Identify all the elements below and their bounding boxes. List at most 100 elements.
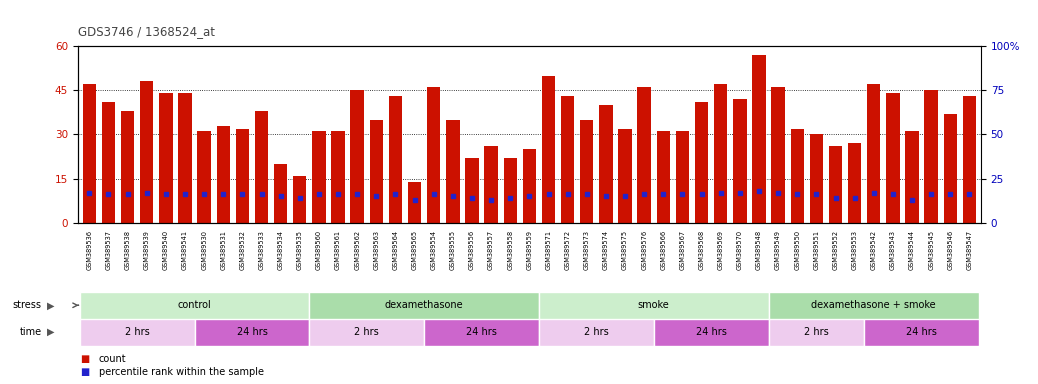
Text: GSM389531: GSM389531 [220,230,226,270]
Bar [194,319,309,346]
Bar [425,319,539,346]
Bar [771,87,785,223]
Bar [657,131,670,223]
Text: GSM389565: GSM389565 [412,230,417,270]
Text: GSM389550: GSM389550 [794,230,800,270]
Bar [542,76,555,223]
Text: GSM389554: GSM389554 [431,230,437,270]
Text: GSM389546: GSM389546 [948,230,953,270]
Bar [102,102,115,223]
Text: GSM389545: GSM389545 [928,230,934,270]
Text: GSM389553: GSM389553 [851,230,857,270]
Bar [293,175,306,223]
Text: GSM389538: GSM389538 [125,230,131,270]
Bar [753,55,766,223]
Text: GSM389548: GSM389548 [756,230,762,270]
Text: control: control [177,300,212,310]
Text: GSM389532: GSM389532 [240,230,245,270]
Text: GSM389569: GSM389569 [717,230,723,270]
Text: GSM389574: GSM389574 [603,230,609,270]
Text: 24 hrs: 24 hrs [695,327,727,337]
Text: ▶: ▶ [47,327,54,337]
Text: dexamethasone: dexamethasone [385,300,463,310]
Text: GSM389575: GSM389575 [622,230,628,270]
Bar [523,149,536,223]
Bar [886,93,900,223]
Bar [83,84,97,223]
Bar [274,164,288,223]
Text: count: count [99,354,127,364]
Text: GSM389566: GSM389566 [660,230,666,270]
Bar [197,131,211,223]
Text: GSM389567: GSM389567 [680,230,685,270]
Text: GSM389540: GSM389540 [163,230,169,270]
Bar [768,292,979,319]
Text: 2 hrs: 2 hrs [584,327,608,337]
Text: GSM389533: GSM389533 [258,230,265,270]
Bar [676,131,689,223]
Bar [465,158,479,223]
Text: dexamethasone + smoke: dexamethasone + smoke [812,300,936,310]
Text: ▶: ▶ [47,300,54,310]
Bar [599,105,612,223]
Bar [925,90,938,223]
Bar [236,129,249,223]
Text: GDS3746 / 1368524_at: GDS3746 / 1368524_at [78,25,215,38]
Bar [179,93,192,223]
Bar [427,87,440,223]
Bar [539,292,768,319]
Bar [389,96,402,223]
Bar [309,319,425,346]
Bar [351,90,364,223]
Text: GSM389572: GSM389572 [565,230,571,270]
Text: 2 hrs: 2 hrs [125,327,149,337]
Text: GSM389543: GSM389543 [890,230,896,270]
Text: GSM389552: GSM389552 [832,230,839,270]
Bar [485,146,498,223]
Text: GSM389563: GSM389563 [374,230,379,270]
Text: 24 hrs: 24 hrs [237,327,268,337]
Bar [733,99,746,223]
Bar [331,131,345,223]
Bar [905,131,919,223]
Text: GSM389547: GSM389547 [966,230,973,270]
Text: GSM389541: GSM389541 [182,230,188,270]
Text: GSM389568: GSM389568 [699,230,705,270]
Text: GSM389562: GSM389562 [354,230,360,270]
Text: percentile rank within the sample: percentile rank within the sample [99,367,264,377]
Bar [637,87,651,223]
Bar [80,292,309,319]
Bar [446,120,460,223]
Text: GSM389535: GSM389535 [297,230,303,270]
Text: 24 hrs: 24 hrs [906,327,937,337]
Bar [370,120,383,223]
Text: GSM389549: GSM389549 [775,230,782,270]
Bar [619,129,632,223]
Bar [865,319,979,346]
Bar [791,129,804,223]
Text: GSM389558: GSM389558 [508,230,513,270]
Text: ■: ■ [80,354,89,364]
Text: ■: ■ [80,367,89,377]
Text: GSM389530: GSM389530 [201,230,208,270]
Text: 2 hrs: 2 hrs [804,327,828,337]
Bar [159,93,172,223]
Text: GSM389544: GSM389544 [909,230,916,270]
Text: GSM389542: GSM389542 [871,230,877,270]
Bar [254,111,268,223]
Text: GSM389551: GSM389551 [814,230,819,270]
Text: GSM389573: GSM389573 [583,230,590,270]
Text: GSM389571: GSM389571 [546,230,551,270]
Text: GSM389536: GSM389536 [86,230,92,270]
Text: GSM389559: GSM389559 [526,230,532,270]
Text: 2 hrs: 2 hrs [354,327,379,337]
Bar [140,81,154,223]
Text: GSM389557: GSM389557 [488,230,494,270]
Bar [867,84,880,223]
Bar [120,111,134,223]
Bar [944,114,957,223]
Bar [768,319,865,346]
Text: GSM389561: GSM389561 [335,230,342,270]
Text: GSM389534: GSM389534 [277,230,283,270]
Bar [309,292,539,319]
